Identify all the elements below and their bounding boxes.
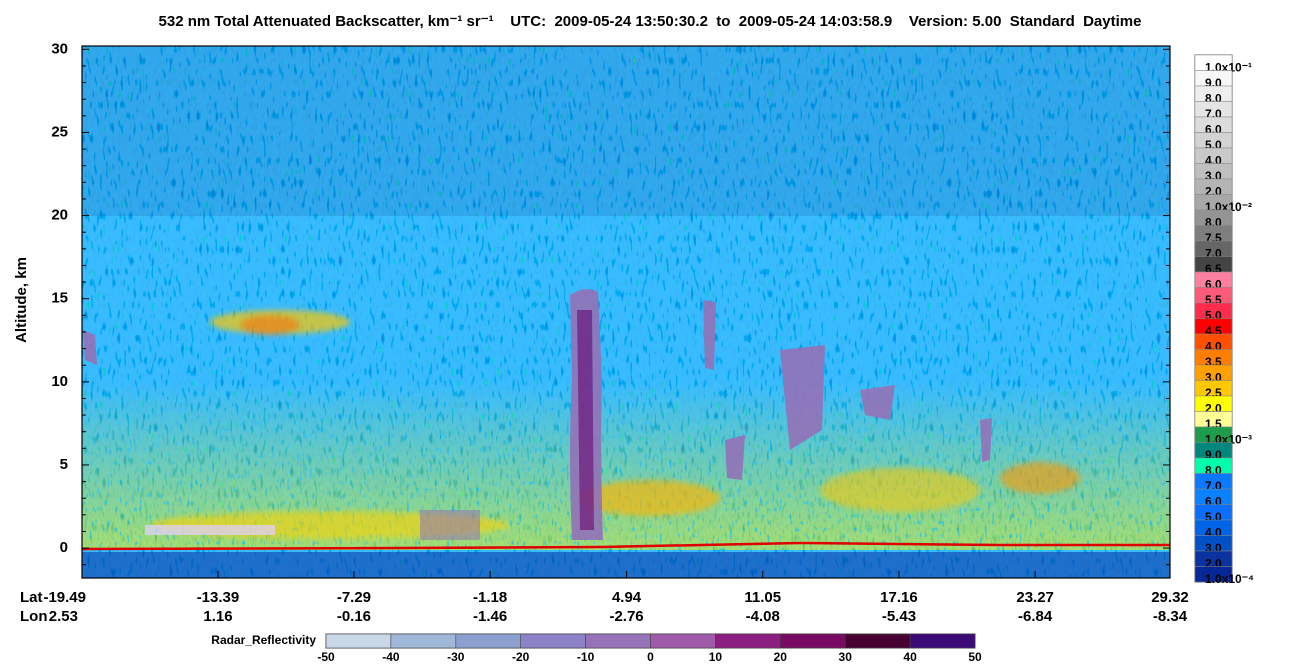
lat-tick-label: 23.27 <box>1016 589 1054 606</box>
lon-tick-label: -6.84 <box>1018 608 1053 625</box>
lon-tick-label: 2.53 <box>49 608 78 625</box>
radar-tick-label: -10 <box>577 650 595 664</box>
lat-tick-label: 17.16 <box>880 589 918 606</box>
radar-band <box>779 633 846 649</box>
y-tick-label: 0 <box>60 539 68 556</box>
lon-tick-label: 1.16 <box>203 608 232 625</box>
lat-tick-label: 29.32 <box>1151 589 1189 606</box>
radar-tick-label: 40 <box>903 650 917 664</box>
lat-tick-label: -7.29 <box>337 589 371 606</box>
colorbar-label: 1.0x10⁻⁴ <box>1205 572 1254 586</box>
radar-band <box>585 633 651 649</box>
lat-tick-label: -13.39 <box>197 589 240 606</box>
lon-tick-label: -8.34 <box>1153 608 1188 625</box>
y-tick-label: 30 <box>51 40 68 57</box>
lat-tick-label: 4.94 <box>612 589 642 606</box>
radar-tick-label: -30 <box>447 650 465 664</box>
lat-tick-label: -19.49 <box>43 589 86 606</box>
radar-tick-label: -20 <box>512 650 530 664</box>
subsurface <box>82 552 1170 578</box>
radar-clouds <box>83 289 992 540</box>
radar-bar-title: Radar_Reflectivity <box>211 633 316 647</box>
y-tick-label: 15 <box>51 290 68 307</box>
radar-band <box>844 633 911 649</box>
y-axis-title: Altitude, km <box>13 257 30 343</box>
radar-tick-label: -50 <box>317 650 335 664</box>
y-tick-label: 5 <box>60 456 68 473</box>
lon-tick-label: -5.43 <box>882 608 916 625</box>
radar-tick-label: 30 <box>839 650 853 664</box>
radar-band <box>520 633 586 649</box>
radar-tick-label: 10 <box>709 650 723 664</box>
radar-band <box>650 633 716 649</box>
radar-tick-label: -40 <box>382 650 400 664</box>
radar-tick-label: 50 <box>968 650 982 664</box>
plot-frame <box>81 45 1171 579</box>
lat-tick-label: -1.18 <box>473 589 507 606</box>
colorbar-band <box>1194 566 1233 583</box>
upper-shade <box>82 46 1170 216</box>
y-tick-label: 25 <box>51 123 68 140</box>
lon-tick-label: -1.46 <box>473 608 507 625</box>
lon-tick-label: -4.08 <box>746 608 780 625</box>
radar-band <box>325 633 392 649</box>
aerosol-layers <box>150 310 1080 539</box>
y-tick-label: 10 <box>51 373 68 390</box>
surface-return <box>82 541 1170 551</box>
radar-tick-label: 0 <box>647 650 654 664</box>
backscatter-field <box>82 46 1170 578</box>
radar-band <box>909 633 976 649</box>
lat-row-label: Lat <box>20 589 43 606</box>
chart-title: 532 nm Total Attenuated Backscatter, km⁻… <box>159 13 1142 30</box>
radar-band <box>455 633 521 649</box>
y-tick-label: 20 <box>51 207 68 224</box>
radar-tick-label: 20 <box>774 650 788 664</box>
lat-tick-label: 11.05 <box>744 589 781 606</box>
lon-tick-label: -2.76 <box>609 608 643 625</box>
radar-band <box>715 633 781 649</box>
lon-row-label: Lon <box>20 608 48 625</box>
radar-band <box>390 633 457 649</box>
lon-tick-label: -0.16 <box>337 608 371 625</box>
